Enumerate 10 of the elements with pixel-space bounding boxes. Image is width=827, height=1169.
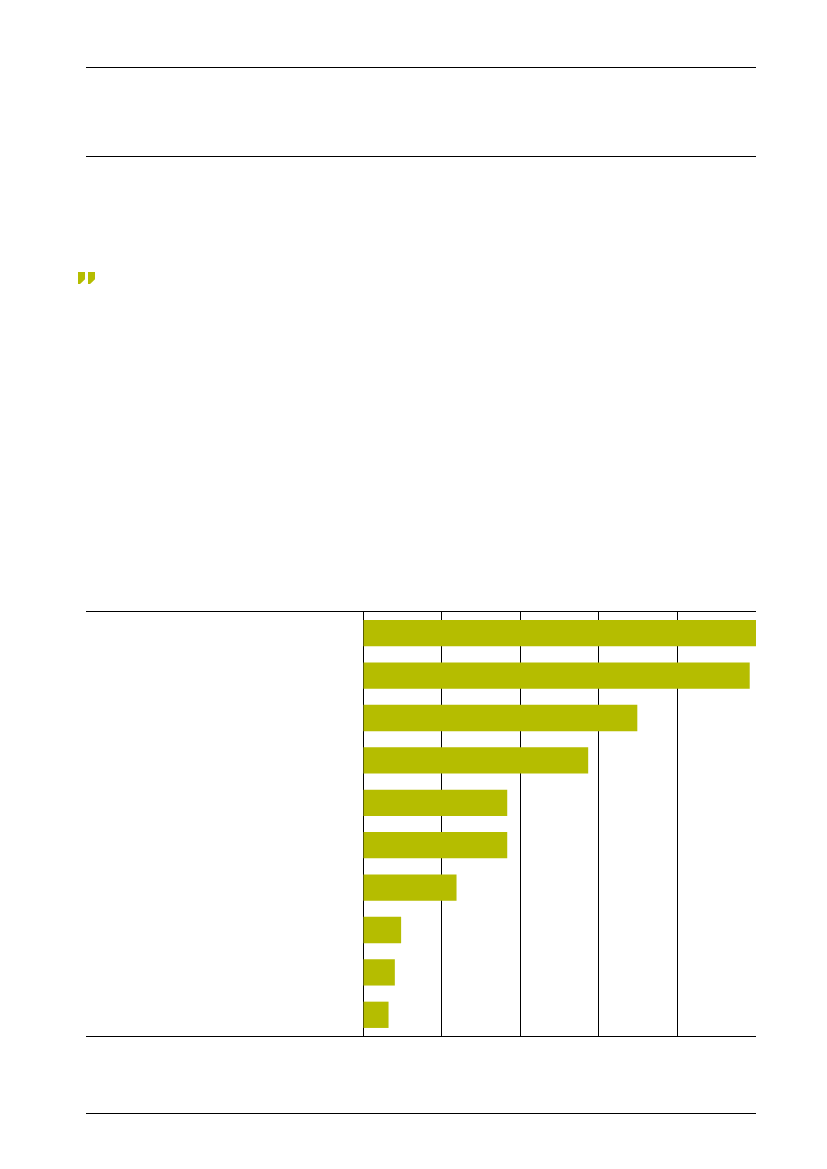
bar xyxy=(363,662,750,689)
bar xyxy=(363,1001,389,1028)
bar xyxy=(363,832,508,859)
bar xyxy=(363,620,756,647)
bar xyxy=(363,747,589,774)
bar xyxy=(363,789,508,816)
bar xyxy=(363,916,402,944)
bar xyxy=(363,874,457,901)
bar xyxy=(363,959,395,986)
bar xyxy=(363,704,638,732)
